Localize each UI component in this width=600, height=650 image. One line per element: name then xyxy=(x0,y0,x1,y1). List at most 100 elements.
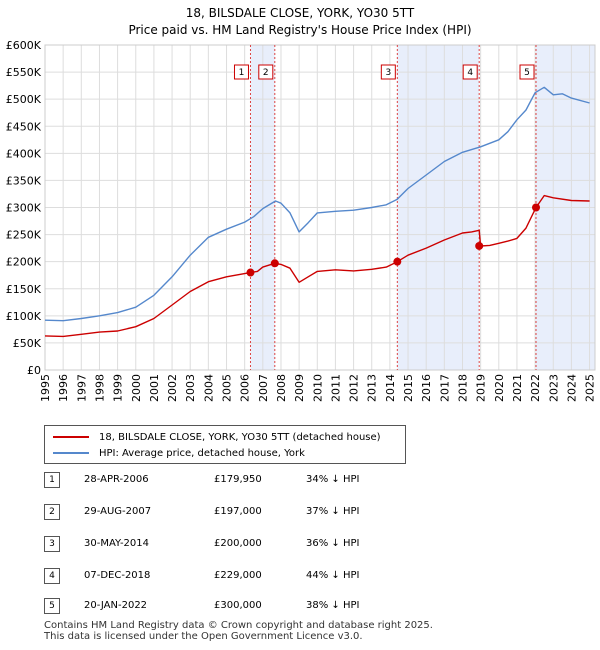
sale-dot xyxy=(393,257,402,266)
sale-marker-number: 4 xyxy=(467,68,473,78)
x-tick-label: 2008 xyxy=(275,374,288,402)
hpi-line xyxy=(44,86,590,322)
footer-copyright: Contains HM Land Registry data © Crown c… xyxy=(44,620,433,631)
footer-licence: This data is licensed under the Open Gov… xyxy=(44,631,363,642)
sale-date: 20-JAN-2022 xyxy=(84,600,148,611)
y-tick-label: £350K xyxy=(6,174,42,187)
x-tick-label: 2006 xyxy=(239,374,252,402)
y-tick-label: £0 xyxy=(27,364,41,377)
x-axis-ticks: 1995 1996 1997 1998 1999 2000 2001 2002 2003 2004… xyxy=(39,374,597,402)
sale-date: 07-DEC-2018 xyxy=(84,570,151,581)
chart-subtitle: Price paid vs. HM Land Registry's House … xyxy=(128,23,472,37)
x-tick-label: 1995 xyxy=(39,374,52,402)
y-tick-label: £600K xyxy=(6,39,42,52)
y-tick-label: £500K xyxy=(6,93,42,106)
x-tick-label: 2025 xyxy=(584,374,597,402)
y-tick-label: £300K xyxy=(6,202,42,215)
sale-dot xyxy=(532,203,541,212)
property-price-line xyxy=(44,194,590,338)
sale-marker-box xyxy=(233,64,249,80)
sale-marker-number: 5 xyxy=(524,68,530,78)
sale-dot xyxy=(475,241,484,250)
legend: 18, BILSDALE CLOSE, YORK, YO30 5TT (deta… xyxy=(44,425,406,464)
sale-hpi-diff: 38% ↓ HPI xyxy=(306,600,360,611)
legend-swatch-hpi xyxy=(53,452,89,454)
x-tick-label: 2000 xyxy=(130,374,143,402)
sale-marker-box xyxy=(519,64,535,80)
x-tick-label: 2011 xyxy=(329,374,342,402)
price-chart: 1 2 3 4 5 £0 £50K £100K £150K £200K £250K £300K £35… xyxy=(6,39,597,402)
footer: Contains HM Land Registry data © Crown c… xyxy=(44,620,433,642)
x-tick-label: 2015 xyxy=(402,374,415,402)
x-tick-label: 2004 xyxy=(202,374,215,402)
x-tick-label: 2009 xyxy=(293,374,306,402)
chart-title-block: 18, BILSDALE CLOSE, YORK, YO30 5TT Price… xyxy=(0,5,600,39)
y-tick-label: £150K xyxy=(6,283,42,296)
sale-price: £300,000 xyxy=(214,600,262,611)
sale-hpi-diff: 44% ↓ HPI xyxy=(306,570,360,581)
sale-date: 30-MAY-2014 xyxy=(84,538,150,549)
sale-marker-box xyxy=(258,64,274,80)
x-tick-label: 2023 xyxy=(547,374,560,402)
table-row: 5 20-JAN-2022 £300,000 38% ↓ HPI xyxy=(44,598,444,614)
legend-label-property: 18, BILSDALE CLOSE, YORK, YO30 5TT (deta… xyxy=(99,431,381,443)
sale-marker-number: 2 xyxy=(263,68,269,78)
chart-title: 18, BILSDALE CLOSE, YORK, YO30 5TT xyxy=(185,6,415,20)
x-tick-label: 2020 xyxy=(493,374,506,402)
sale-date: 29-AUG-2007 xyxy=(84,506,152,517)
sale-date: 28-APR-2006 xyxy=(84,474,149,485)
x-tick-label: 2003 xyxy=(184,374,197,402)
x-tick-label: 2013 xyxy=(366,374,379,402)
sale-hpi-diff: 37% ↓ HPI xyxy=(306,506,360,517)
x-tick-label: 2017 xyxy=(438,374,451,402)
x-tick-label: 2002 xyxy=(166,374,179,402)
sale-price: £200,000 xyxy=(214,538,262,549)
x-tick-label: 2010 xyxy=(311,374,324,402)
y-axis-ticks: £0 £50K £100K £150K £200K £250K £300K £350K £400… xyxy=(6,39,42,377)
y-tick-label: £100K xyxy=(6,310,42,323)
series-lines xyxy=(44,86,590,338)
sale-number-badge: 2 xyxy=(44,504,60,520)
sale-number-badge: 1 xyxy=(44,472,60,488)
x-tick-label: 1997 xyxy=(75,374,88,402)
x-tick-label: 2024 xyxy=(565,374,578,402)
plot-frame xyxy=(44,44,596,371)
sale-price: £229,000 xyxy=(214,570,262,581)
legend-item-hpi: HPI: Average price, detached house, York xyxy=(53,446,305,460)
sale-number-badge: 4 xyxy=(44,568,60,584)
table-row: 3 30-MAY-2014 £200,000 36% ↓ HPI xyxy=(44,536,444,552)
sale-number-badge: 3 xyxy=(44,536,60,552)
table-row: 4 07-DEC-2018 £229,000 44% ↓ HPI xyxy=(44,568,444,584)
x-tick-label: 2019 xyxy=(475,374,488,402)
sale-hpi-diff: 36% ↓ HPI xyxy=(306,538,360,549)
x-tick-label: 2012 xyxy=(348,374,361,402)
table-row: 2 29-AUG-2007 £197,000 37% ↓ HPI xyxy=(44,504,444,520)
x-tick-label: 2018 xyxy=(456,374,469,402)
x-tick-label: 2016 xyxy=(420,374,433,402)
legend-label-hpi: HPI: Average price, detached house, York xyxy=(99,447,305,459)
y-tick-label: £250K xyxy=(6,229,42,242)
x-tick-label: 2007 xyxy=(257,374,270,402)
sale-hpi-diff: 34% ↓ HPI xyxy=(306,474,360,485)
y-tick-label: £400K xyxy=(6,147,42,160)
sale-marker-box xyxy=(380,64,396,80)
y-tick-label: £450K xyxy=(6,120,42,133)
x-tick-label: 2021 xyxy=(511,374,524,402)
sale-marker-box xyxy=(462,64,478,80)
legend-item-property: 18, BILSDALE CLOSE, YORK, YO30 5TT (deta… xyxy=(53,430,381,444)
y-tick-label: £550K xyxy=(6,66,42,79)
sale-marker-number: 3 xyxy=(385,68,391,78)
y-tick-label: £50K xyxy=(13,337,42,350)
x-tick-label: 1999 xyxy=(112,374,125,402)
sale-number-badge: 5 xyxy=(44,598,60,614)
sale-marker-labels: 1 2 3 4 5 xyxy=(233,64,535,80)
x-tick-label: 2022 xyxy=(529,374,542,402)
sale-price: £197,000 xyxy=(214,506,262,517)
table-row: 1 28-APR-2006 £179,950 34% ↓ HPI xyxy=(44,472,444,488)
y-tick-label: £200K xyxy=(6,256,42,269)
sale-marker-number: 1 xyxy=(239,68,245,78)
sale-dot xyxy=(270,259,279,268)
sale-dots xyxy=(246,203,541,277)
x-tick-label: 1996 xyxy=(57,374,70,402)
legend-swatch-property xyxy=(53,436,89,438)
